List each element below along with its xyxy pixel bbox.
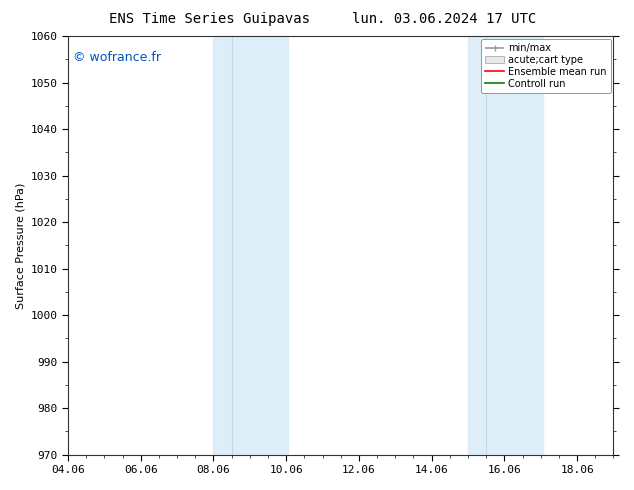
Text: © wofrance.fr: © wofrance.fr [74,51,162,64]
Text: lun. 03.06.2024 17 UTC: lun. 03.06.2024 17 UTC [352,12,536,26]
Bar [214,36,288,455]
Legend: min/max, acute;cart type, Ensemble mean run, Controll run: min/max, acute;cart type, Ensemble mean … [481,39,611,93]
Y-axis label: Surface Pressure (hPa): Surface Pressure (hPa) [15,182,25,309]
Text: ENS Time Series Guipavas: ENS Time Series Guipavas [108,12,310,26]
Bar [468,36,543,455]
